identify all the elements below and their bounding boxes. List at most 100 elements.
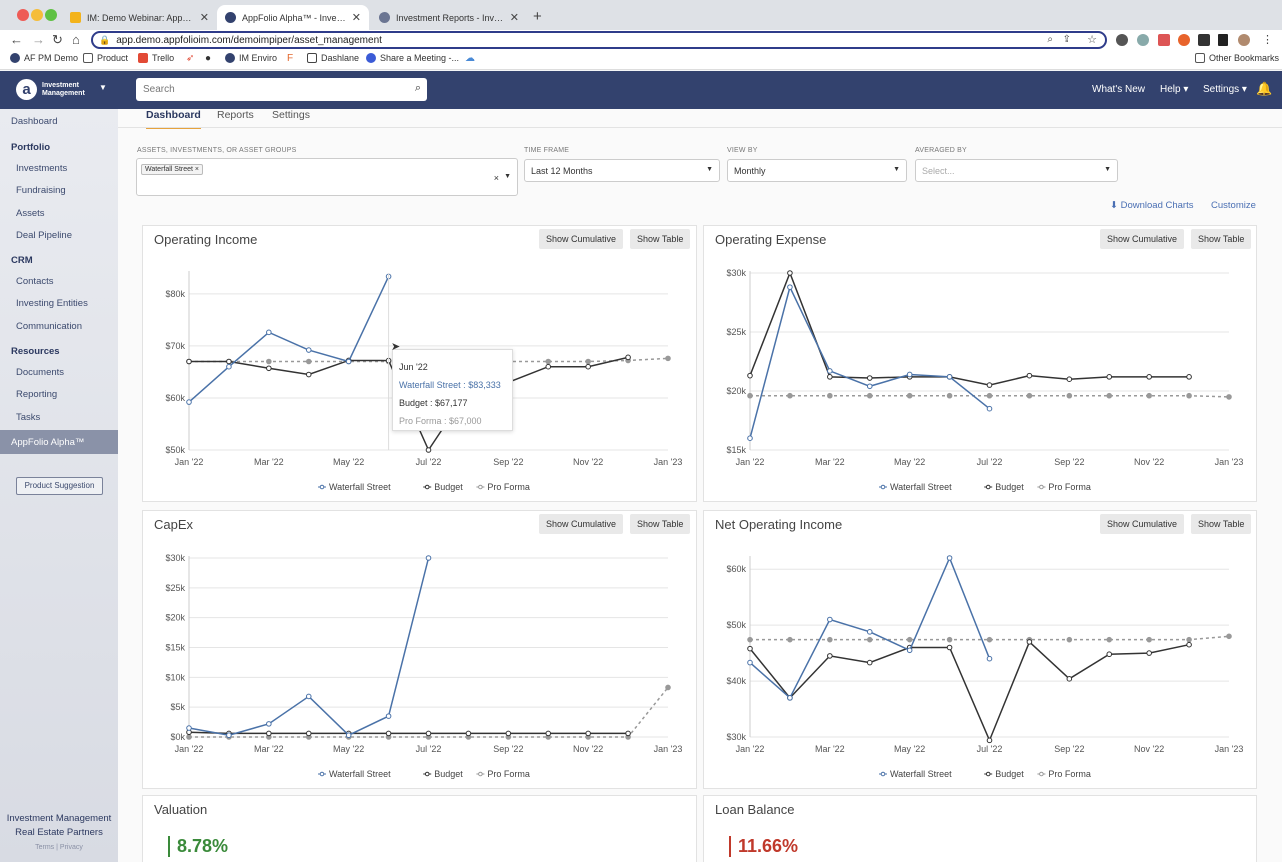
zoom-icon[interactable]: ⌕ [1047,34,1053,45]
y-tick-label: $60k [726,564,746,574]
data-point [1146,636,1152,643]
appfolio-logo[interactable]: a [16,79,37,100]
bookmark[interactable]: Share a Meeting -... [366,53,459,63]
bookmark-icon[interactable]: ➶ [186,53,195,64]
browser-nav-bar: ← → ↻ ⌂ 🔒 app.demo.appfolioim.com/demoim… [0,30,1282,50]
tab-dashboard[interactable]: Dashboard [146,109,201,129]
bookmark[interactable]: AF PM Demo [10,53,78,63]
clear-icon[interactable]: × [493,173,499,183]
tab-reports[interactable]: Reports [217,109,254,121]
sidebar-item-dashboard[interactable]: Dashboard [11,116,58,127]
product-suggestion-button[interactable]: Product Suggestion [16,477,103,495]
figma-icon[interactable]: F [287,53,294,64]
legend-label: Budget [434,482,463,492]
menu-icon[interactable]: ⋮ [1262,34,1273,46]
data-point [266,358,272,365]
search-icon[interactable]: ⌕ [414,82,421,94]
browser-tab[interactable]: IM: Demo Webinar: AppFolio A ✕ [62,5,217,30]
cloud-icon[interactable]: ☁ [465,53,475,64]
show-cumulative-button[interactable]: Show Cumulative [1100,229,1185,249]
sidebar-item-fundraising[interactable]: Fundraising [16,185,66,196]
extension-icon[interactable] [1158,34,1170,46]
bookmark[interactable]: IM Enviro [225,53,277,63]
sidebar-item-appfolio-alpha[interactable]: AppFolio Alpha™ [0,430,118,454]
sidebar-item-deal-pipeline[interactable]: Deal Pipeline [16,230,72,241]
close-tab-icon[interactable]: ✕ [199,12,209,24]
operating-expense-card: Operating Expense Show Cumulative Show T… [703,225,1257,502]
legend-marker-dot [319,484,325,490]
help-menu[interactable]: Help ▾ [1160,84,1189,95]
show-cumulative-button[interactable]: Show Cumulative [539,514,624,534]
other-bookmarks[interactable]: Other Bookmarks [1195,53,1279,63]
bell-icon[interactable]: 🔔 [1256,81,1273,96]
download-charts-link[interactable]: ⬇ Download Charts [1110,200,1194,211]
data-point [1146,650,1152,656]
terms-link[interactable]: Terms [35,844,55,851]
extension-icon[interactable] [1178,34,1190,46]
search-input[interactable]: Search ⌕ [136,78,427,101]
brand-name[interactable]: Investment Management [42,82,85,97]
github-icon[interactable]: ● [205,53,212,64]
sidebar-item-tasks[interactable]: Tasks [16,412,41,423]
sidebar-item-documents[interactable]: Documents [16,367,65,378]
minimize-window-icon[interactable] [31,9,43,21]
home-icon[interactable]: ⌂ [72,32,80,47]
data-point [425,555,432,561]
settings-menu[interactable]: Settings ▾ [1203,84,1247,95]
data-point [425,730,432,737]
tab-settings[interactable]: Settings [272,109,310,121]
extension-icon[interactable] [1116,34,1128,46]
show-table-button[interactable]: Show Table [630,229,691,249]
new-tab-icon[interactable]: + [533,8,542,25]
data-point [906,647,913,654]
star-icon[interactable]: ☆ [1087,34,1097,46]
close-tab-icon[interactable]: ✕ [351,12,361,24]
puzzle-icon[interactable] [1198,34,1210,46]
browser-tab-active[interactable]: AppFolio Alpha™ - Investment ✕ [217,5,369,30]
averaged-select[interactable]: Select... ▼ [915,159,1118,182]
timeframe-select[interactable]: Last 12 Months ▼ [524,159,720,182]
sidebar-item-communication[interactable]: Communication [16,321,82,332]
avatar[interactable] [1238,34,1250,46]
sidebar-item-reporting[interactable]: Reporting [16,389,58,400]
reload-icon[interactable]: ↻ [52,32,63,47]
show-cumulative-button[interactable]: Show Cumulative [1100,514,1185,534]
maximize-window-icon[interactable] [45,9,57,21]
data-point [1066,376,1073,382]
show-table-button[interactable]: Show Table [630,514,691,534]
data-point [787,270,793,276]
y-tick-label: $5k [170,702,185,712]
sidebar-item-contacts[interactable]: Contacts [16,276,54,287]
customize-link[interactable]: Customize [1211,200,1256,211]
chevron-down-icon[interactable]: ▼ [504,173,511,180]
asset-tag[interactable]: Waterfall Street × [141,164,204,175]
bookmark-folder[interactable]: Product [83,53,128,63]
sidebar-icon[interactable] [1218,34,1228,46]
sidebar-item-assets[interactable]: Assets [16,208,45,219]
chevron-down-icon: ▼ [893,166,900,173]
forward-icon[interactable]: → [32,32,45,47]
show-cumulative-button[interactable]: Show Cumulative [539,229,624,249]
browser-tab[interactable]: Investment Reports - Investme ✕ [371,5,527,30]
whats-new-link[interactable]: What's New [1092,84,1146,95]
data-point [1106,392,1113,399]
sidebar-item-investing-entities[interactable]: Investing Entities [16,298,88,309]
bookmark[interactable]: Trello [138,53,174,63]
show-table-button[interactable]: Show Table [1191,229,1252,249]
address-bar[interactable]: 🔒 app.demo.appfolioim.com/demoimpiper/as… [91,31,1107,49]
bookmark[interactable]: Dashlane [307,53,359,63]
share-icon[interactable]: ⇪ [1062,34,1071,45]
valuation-card: Valuation 8.78% [142,795,697,862]
assets-filter-input[interactable]: Waterfall Street × × ▼ [136,158,518,196]
show-table-button[interactable]: Show Table [1191,514,1252,534]
viewby-select[interactable]: Monthly ▼ [727,159,907,182]
close-tab-icon[interactable]: ✕ [509,12,519,24]
chevron-down-icon[interactable]: ▼ [99,83,107,92]
back-icon[interactable]: ← [10,32,23,47]
extension-icon[interactable] [1137,34,1149,46]
close-window-icon[interactable] [17,9,29,21]
sidebar-item-investments[interactable]: Investments [16,163,68,174]
data-point [747,636,753,643]
privacy-link[interactable]: Privacy [59,844,83,851]
data-point [305,730,312,737]
